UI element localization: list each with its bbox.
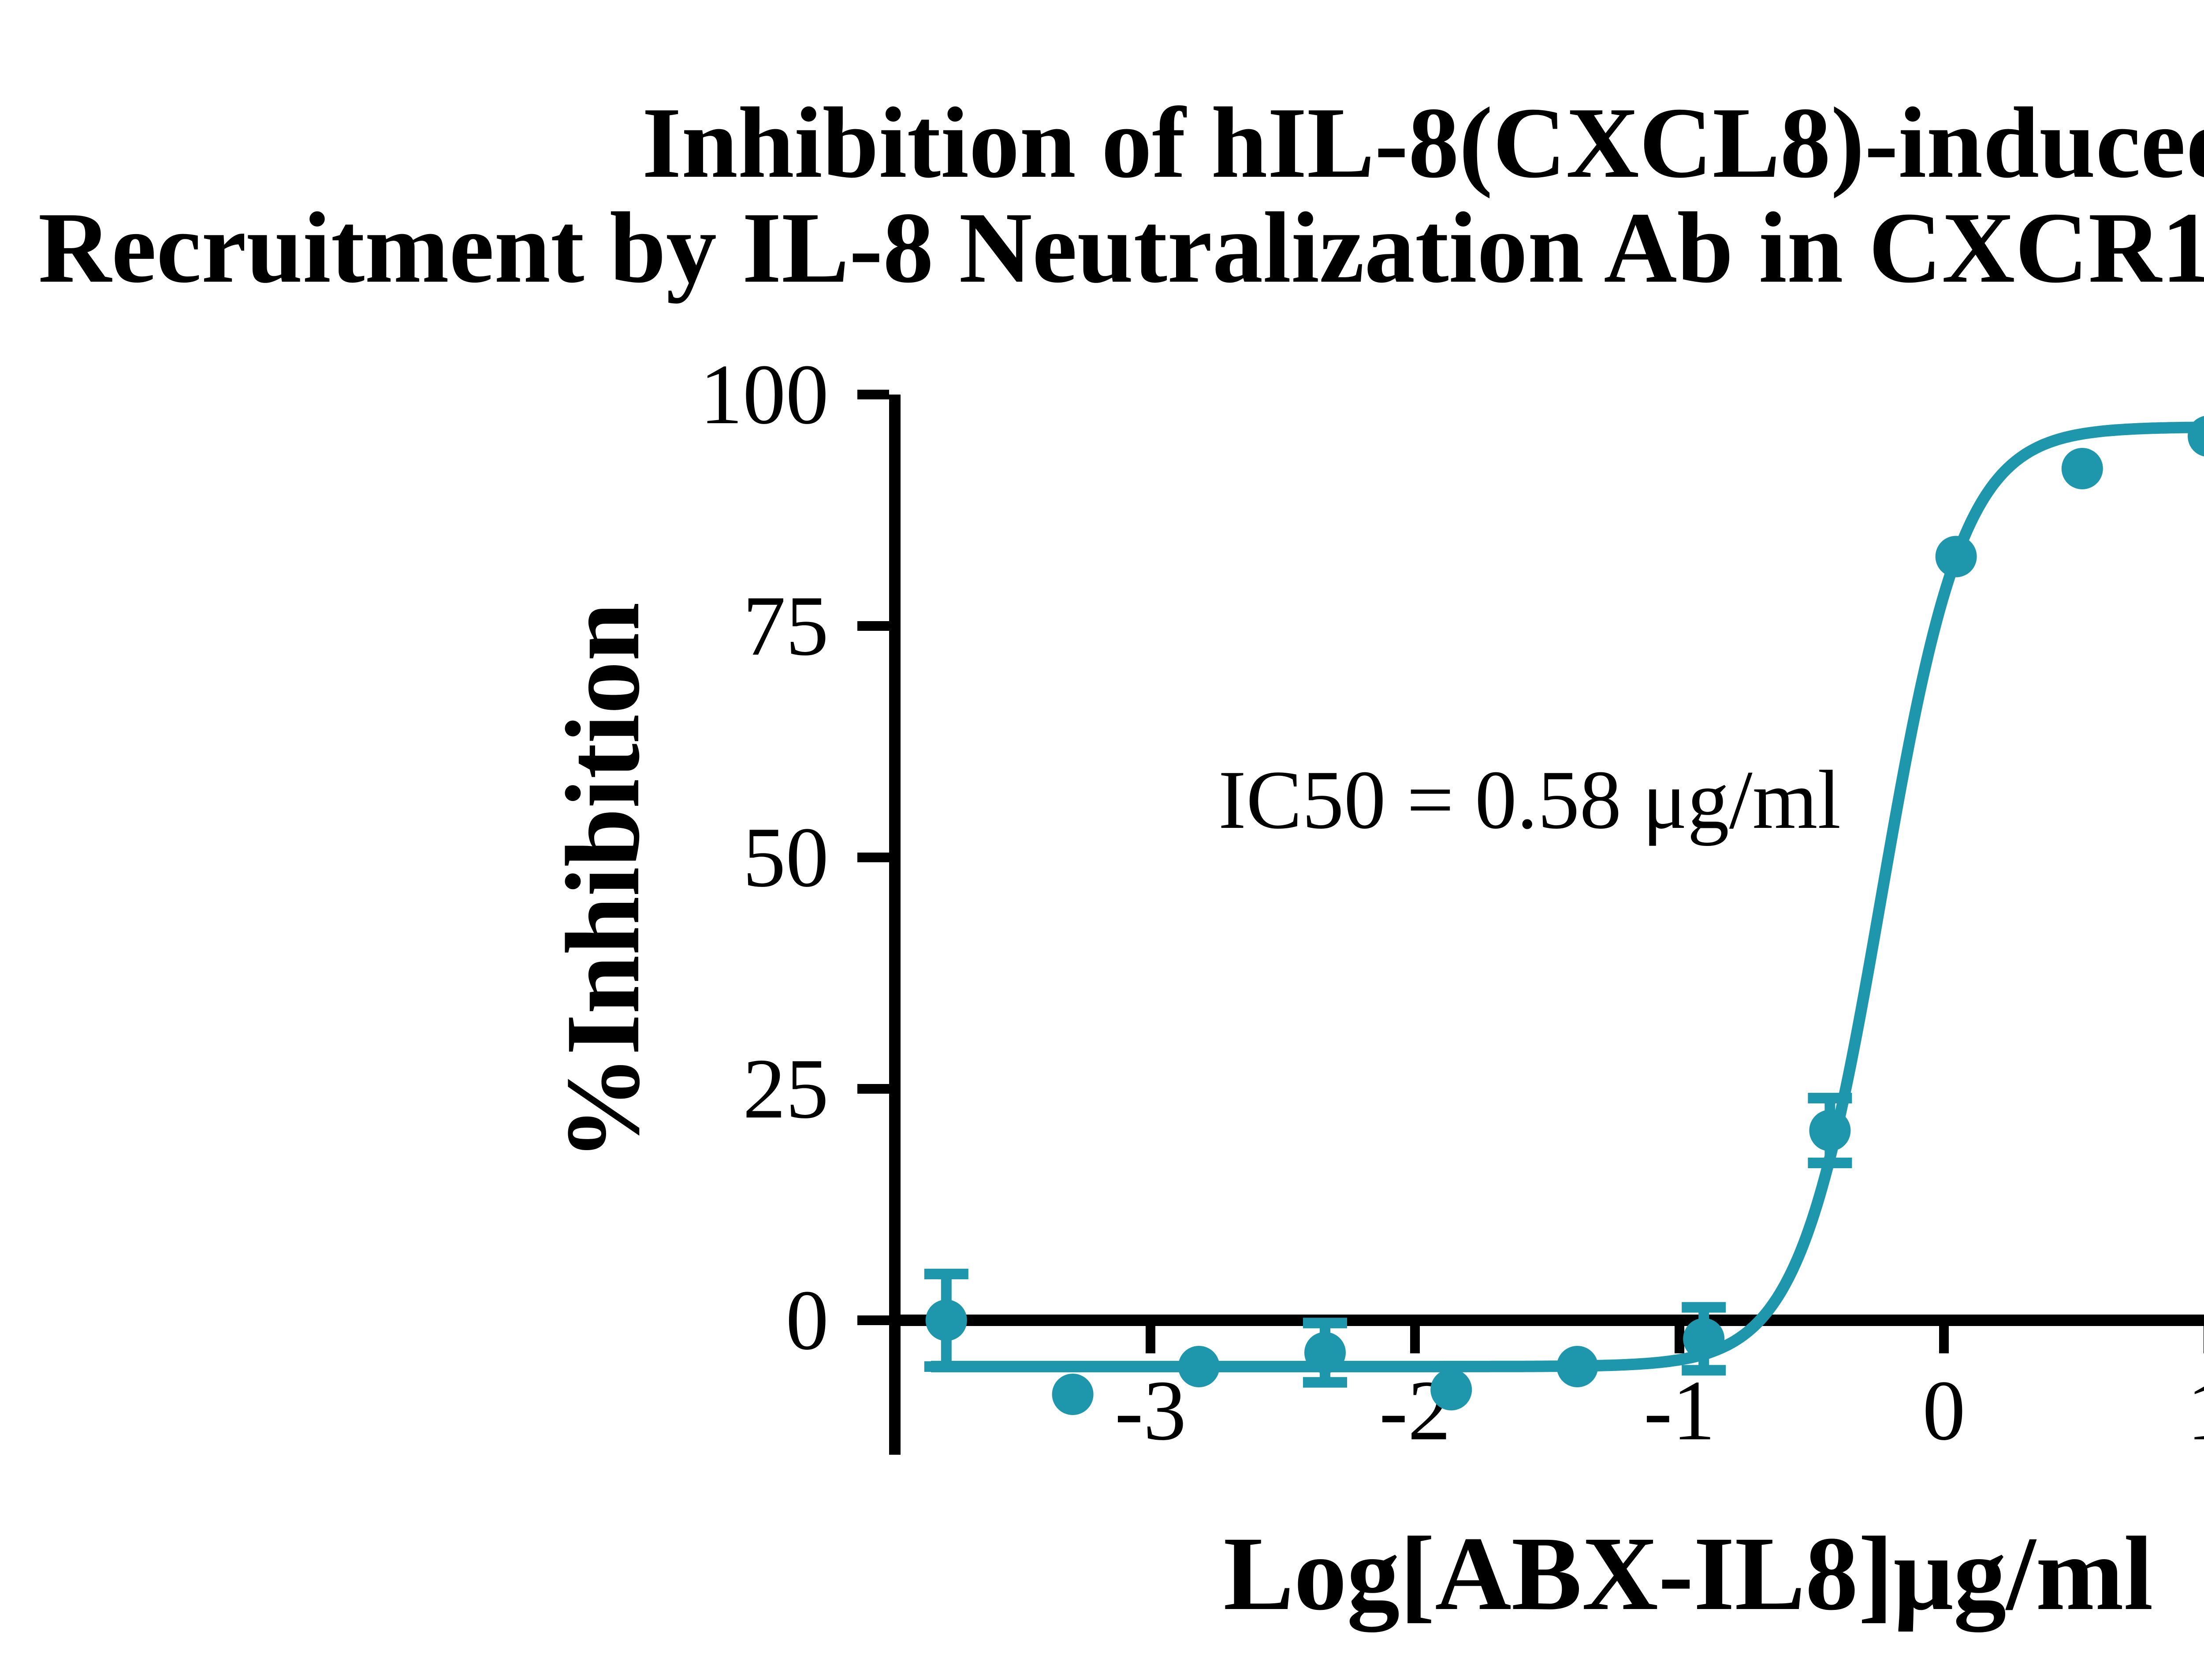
x-tick-label: 1: [2187, 1363, 2204, 1458]
y-axis-title: %Inhibition: [544, 602, 661, 1161]
ic50-annotation: IC50 = 0.58 μg/ml: [1218, 754, 1841, 846]
chart-title-line2: Recruitment by IL-8 Neutralization Ab in…: [38, 191, 2204, 304]
fit-curve: [928, 421, 2204, 1372]
series-layer: [924, 416, 2204, 1415]
data-point: [1304, 1332, 1346, 1374]
chart-title-line1: Inhibition of hIL-8(CXCL8)-induced β-Arr…: [642, 86, 2204, 199]
y-tick-label: 75: [743, 578, 829, 674]
data-point: [1178, 1346, 1220, 1387]
data-point: [1052, 1374, 1094, 1415]
y-tick-label: 50: [743, 810, 829, 905]
y-tick-label: 25: [743, 1041, 829, 1136]
x-tick-label: -3: [1115, 1363, 1186, 1458]
data-point: [925, 1300, 967, 1341]
data-point: [1556, 1346, 1598, 1387]
y-tick-label: 0: [786, 1273, 829, 1368]
data-point: [1430, 1369, 1472, 1411]
x-axis-title: Log[ABX-IL8]μg/ml: [1223, 1515, 2153, 1632]
data-point: [1683, 1318, 1725, 1360]
data-point: [1809, 1110, 1851, 1151]
x-tick-label: 0: [1922, 1363, 1966, 1458]
y-tick-label: 100: [700, 347, 829, 442]
chart-title: Inhibition of hIL-8(CXCL8)-induced β-Arr…: [0, 90, 2204, 300]
data-point: [1935, 536, 1977, 577]
data-point: [2061, 448, 2103, 489]
data-point: [2188, 416, 2204, 457]
x-tick-label: -1: [1644, 1363, 1715, 1458]
